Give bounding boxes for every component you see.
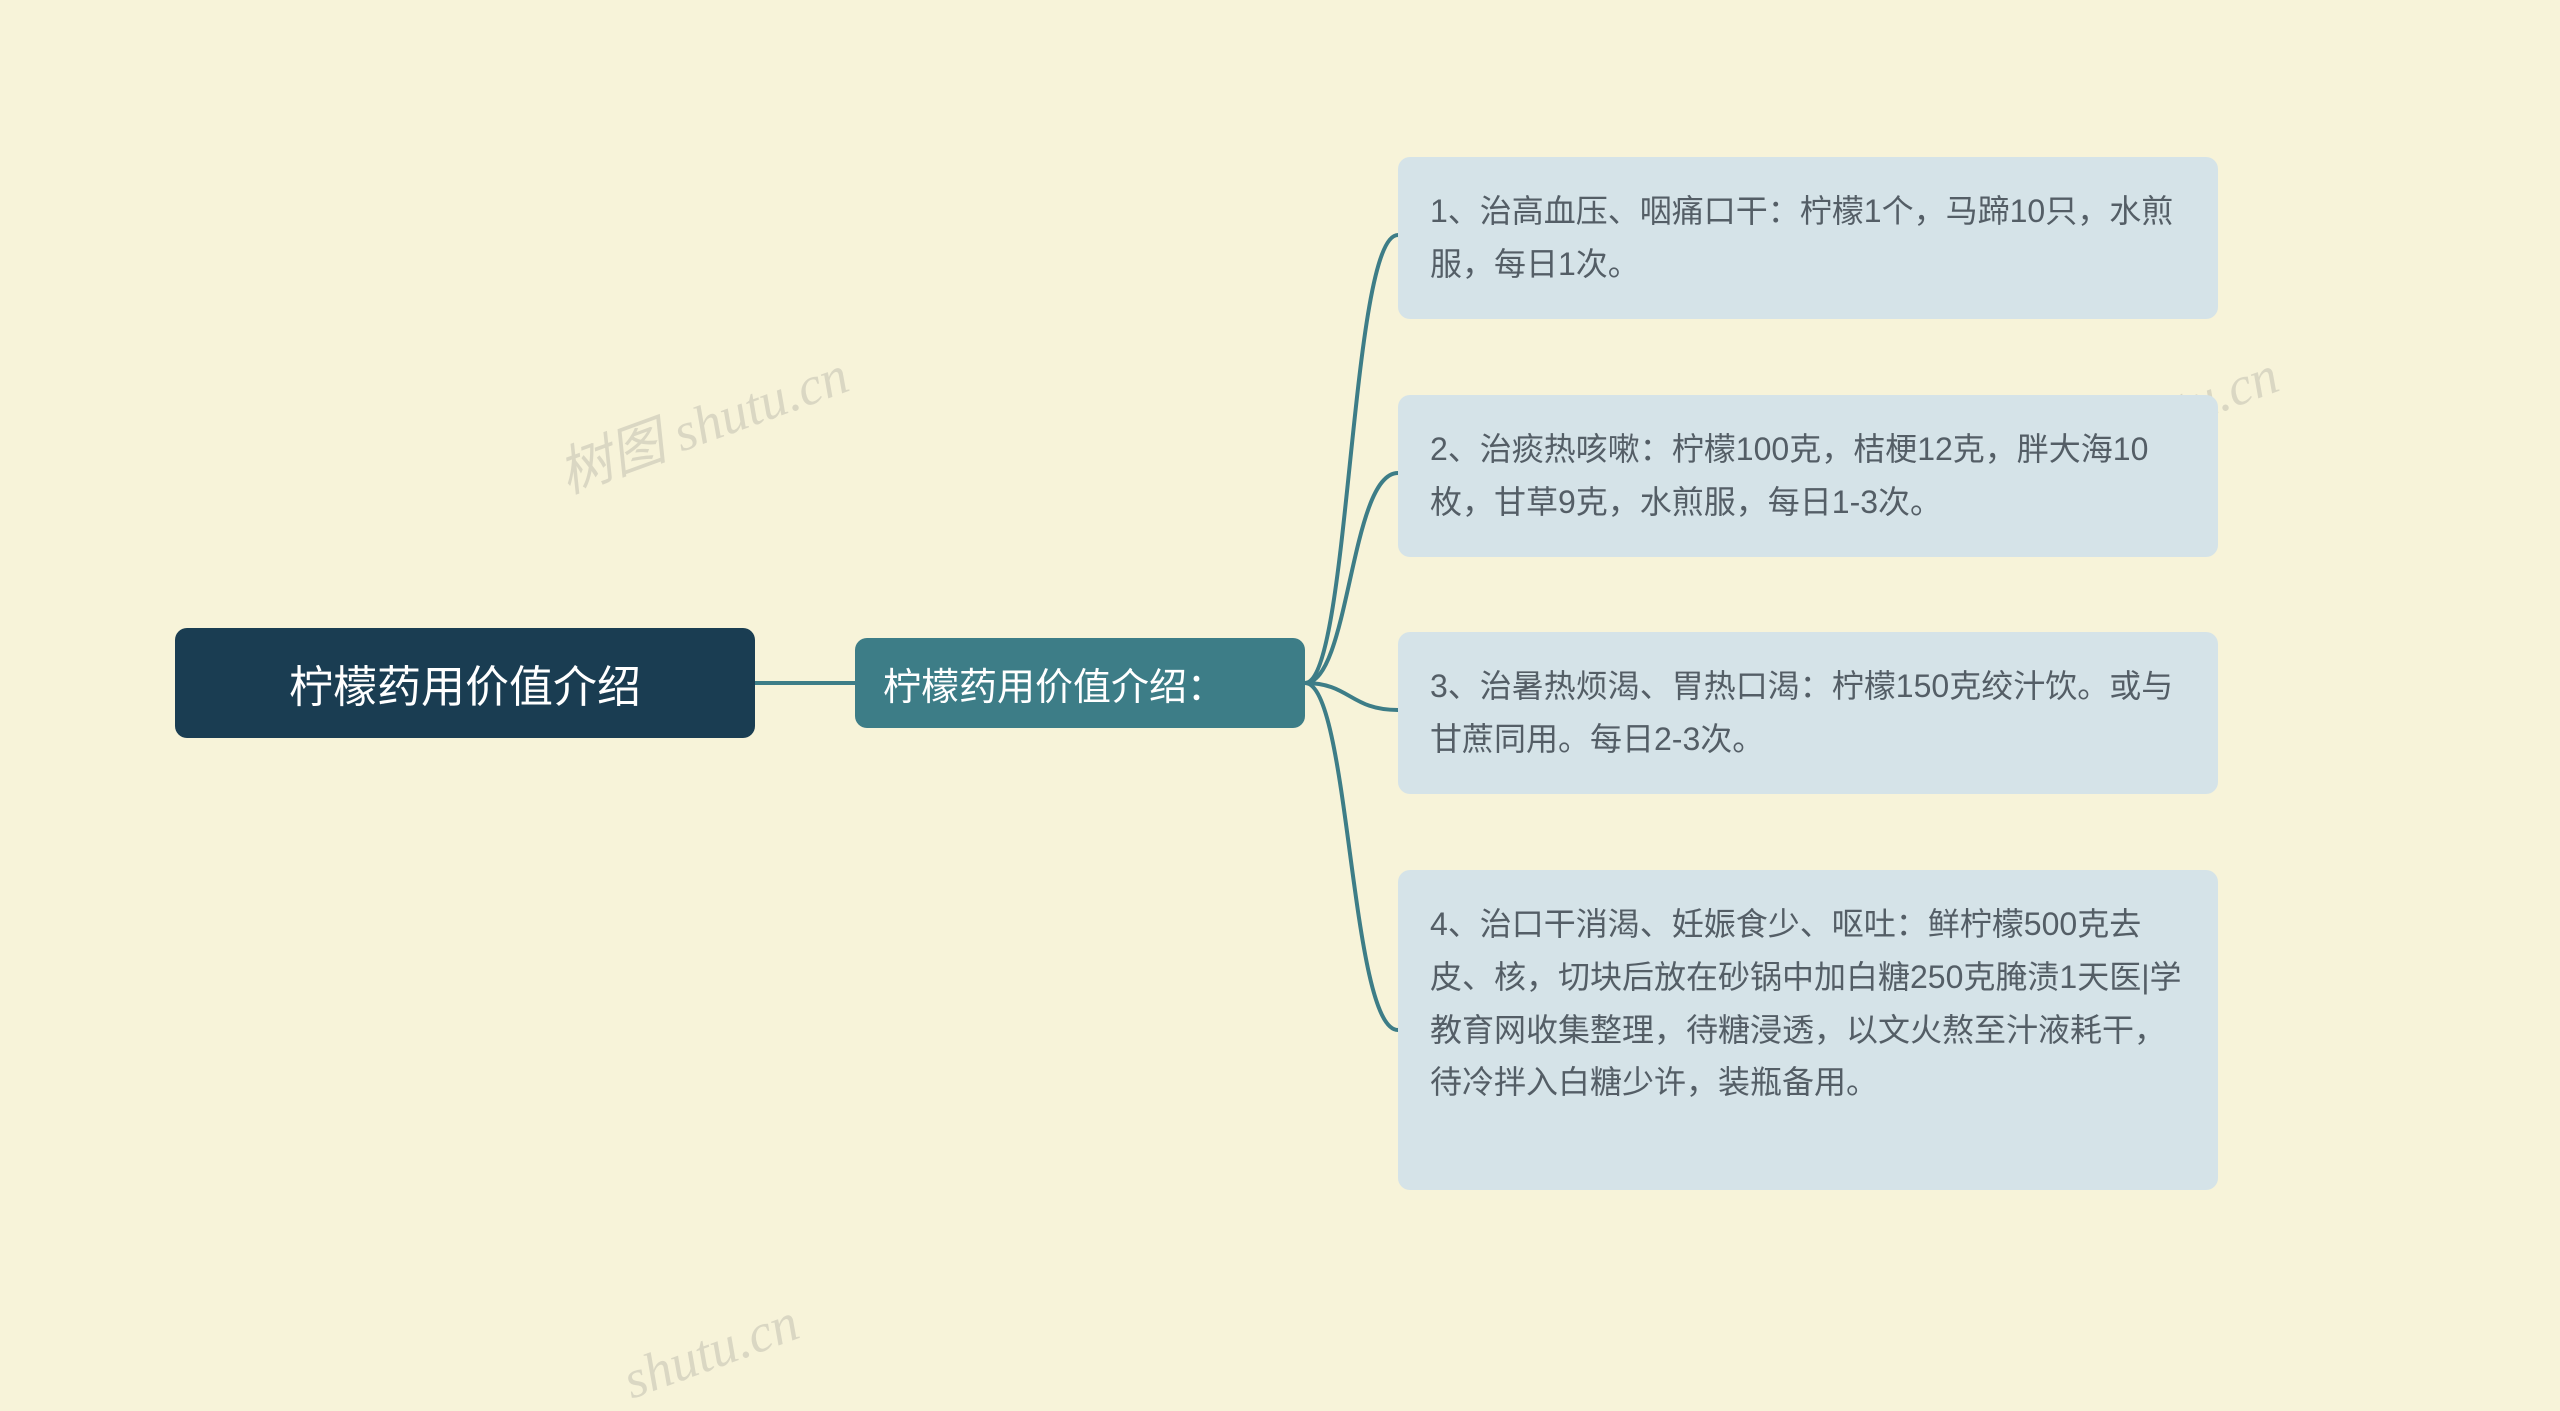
leaf-node-text: 3、治暑热烦渴、胃热口渴：柠檬150克绞汁饮。或与甘蔗同用。每日2-3次。 [1430, 660, 2186, 766]
watermark: shutu.cn [615, 1291, 807, 1411]
sub-node[interactable]: 柠檬药用价值介绍： [855, 638, 1305, 728]
leaf-node-3[interactable]: 3、治暑热烦渴、胃热口渴：柠檬150克绞汁饮。或与甘蔗同用。每日2-3次。 [1398, 632, 2218, 794]
sub-node-text: 柠檬药用价值介绍： [883, 656, 1225, 711]
watermark: 树图 shutu.cn [546, 331, 858, 509]
leaf-node-2[interactable]: 2、治痰热咳嗽：柠檬100克，桔梗12克，胖大海10枚，甘草9克，水煎服，每日1… [1398, 395, 2218, 557]
leaf-node-text: 4、治口干消渴、妊娠食少、呕吐：鲜柠檬500克去皮、核，切块后放在砂锅中加白糖2… [1430, 898, 2186, 1109]
root-node-text: 柠檬药用价值介绍 [289, 651, 641, 715]
leaf-node-1[interactable]: 1、治高血压、咽痛口干：柠檬1个，马蹄10只，水煎服，每日1次。 [1398, 157, 2218, 319]
leaf-node-text: 2、治痰热咳嗽：柠檬100克，桔梗12克，胖大海10枚，甘草9克，水煎服，每日1… [1430, 423, 2186, 529]
mindmap-canvas: 树图 shutu.cn 树图 shutu.cn shutu.cn 柠檬药用价值介… [0, 0, 2560, 1378]
leaf-node-text: 1、治高血压、咽痛口干：柠檬1个，马蹄10只，水煎服，每日1次。 [1430, 185, 2186, 291]
root-node[interactable]: 柠檬药用价值介绍 [175, 628, 755, 738]
leaf-node-4[interactable]: 4、治口干消渴、妊娠食少、呕吐：鲜柠檬500克去皮、核，切块后放在砂锅中加白糖2… [1398, 870, 2218, 1190]
